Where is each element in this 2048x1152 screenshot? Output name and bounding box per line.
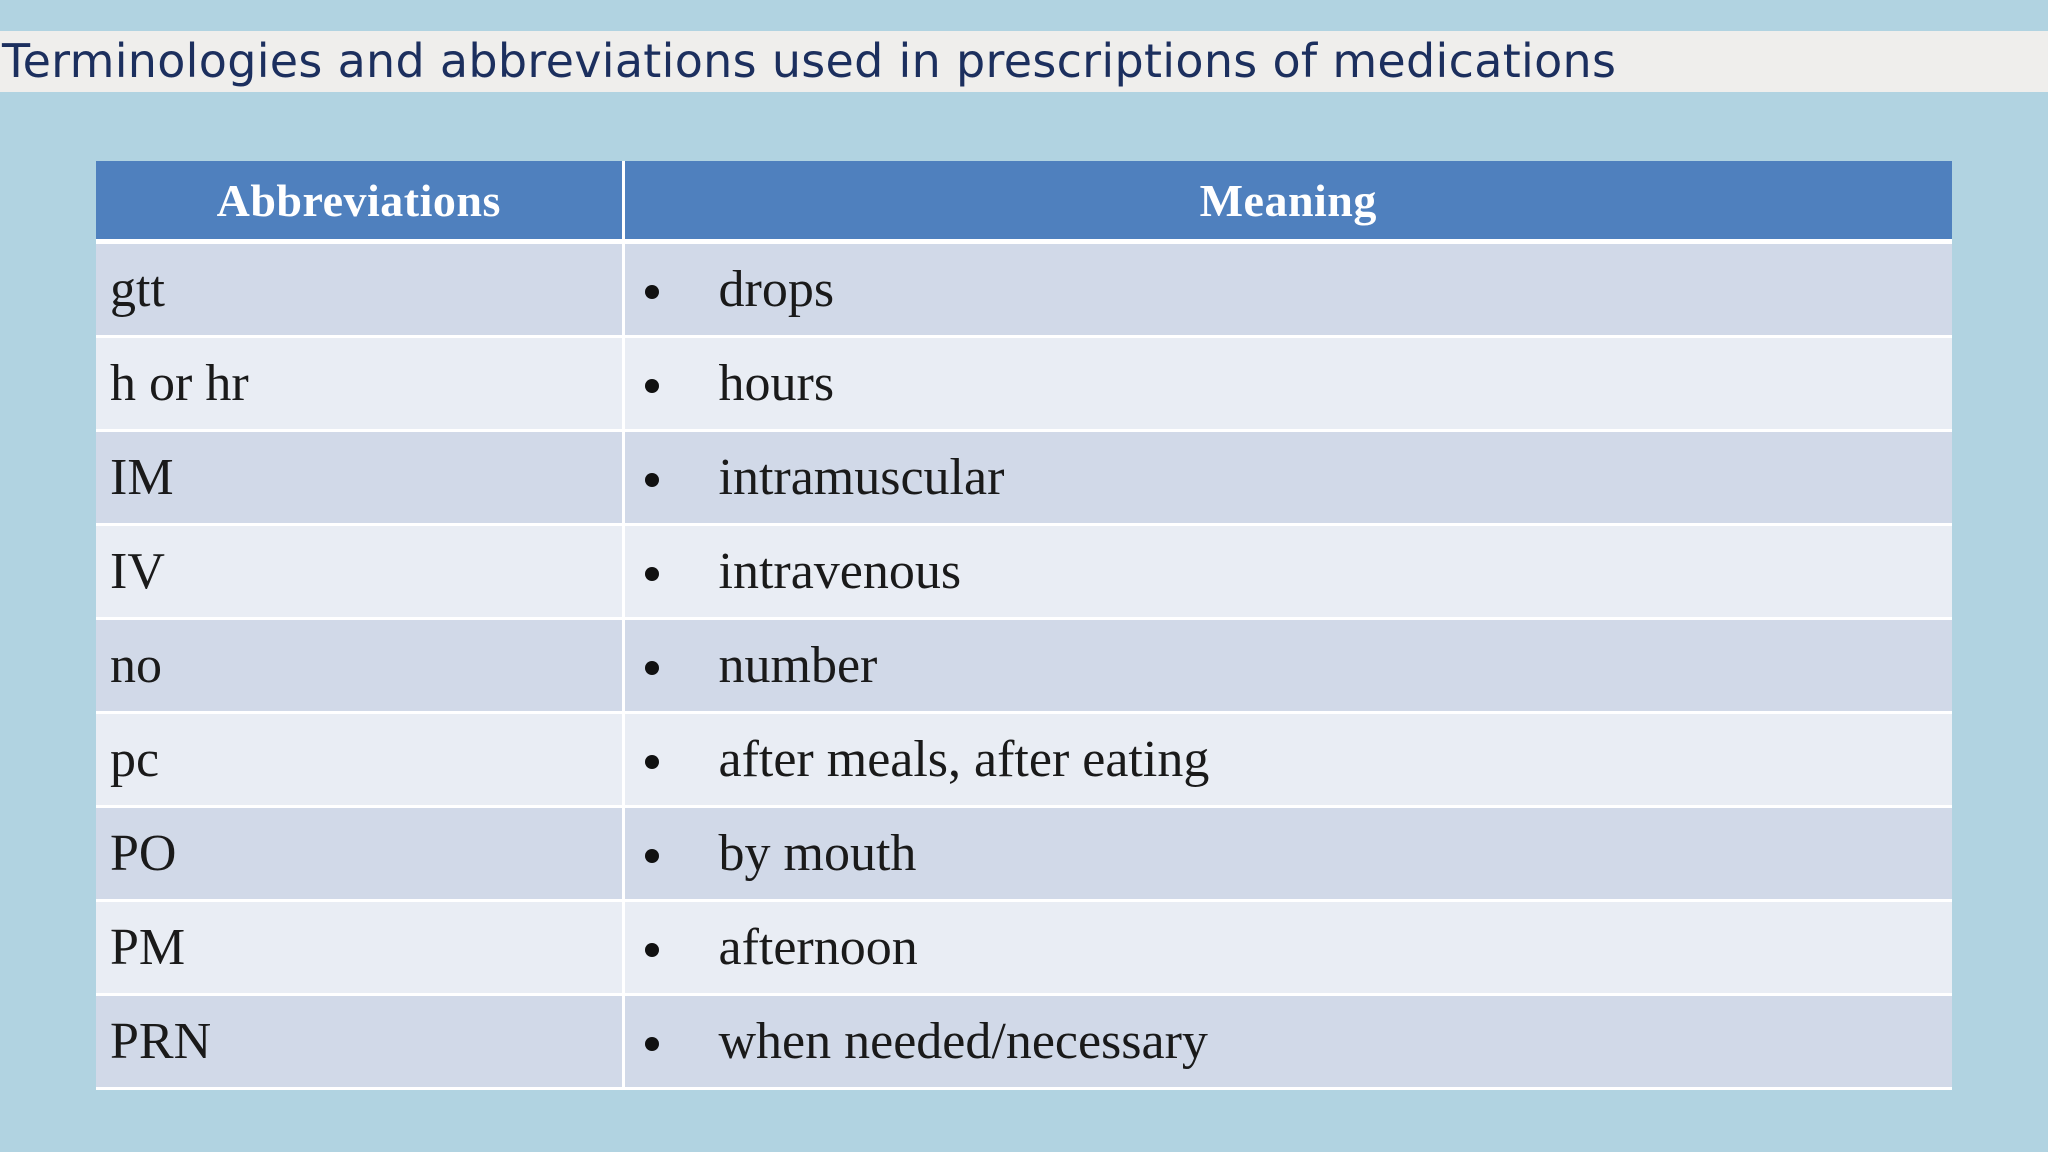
abbreviation-cell: h or hr	[96, 336, 625, 432]
title-bar: Terminologies and abbreviations used in …	[0, 31, 2048, 92]
table-row: PO by mouth	[96, 806, 1952, 902]
meaning-text: number	[718, 637, 878, 694]
table-row: gtt drops	[96, 241, 1952, 338]
meaning-cell: by mouth	[623, 806, 1952, 902]
meaning-text: drops	[718, 261, 835, 318]
abbreviation-cell: PRN	[96, 994, 625, 1090]
meaning-text: hours	[718, 355, 835, 412]
table-header-row: Abbreviations Meaning	[96, 161, 1952, 244]
table-body: gtt drops h or hr hours IM intramuscular…	[96, 241, 1952, 1090]
bullet-icon	[644, 754, 659, 769]
meaning-cell: intravenous	[623, 524, 1952, 620]
table-row: IM intramuscular	[96, 430, 1952, 526]
table-row: PRN when needed/necessary	[96, 994, 1952, 1090]
meaning-cell: after meals, after eating	[623, 712, 1952, 808]
bullet-icon	[644, 1036, 659, 1051]
header-meaning: Meaning	[623, 161, 1952, 244]
abbreviation-cell: gtt	[96, 241, 625, 338]
abbreviation-cell: PM	[96, 900, 625, 996]
meaning-text: intravenous	[718, 543, 962, 600]
bullet-icon	[644, 660, 659, 675]
meaning-cell: afternoon	[623, 900, 1952, 996]
meaning-text: when needed/necessary	[718, 1013, 1208, 1070]
table-row: no number	[96, 618, 1952, 714]
meaning-cell: when needed/necessary	[623, 994, 1952, 1090]
meaning-text: afternoon	[718, 919, 918, 976]
table-row: h or hr hours	[96, 336, 1952, 432]
bullet-icon	[644, 942, 659, 957]
meaning-text: after meals, after eating	[718, 731, 1210, 788]
abbreviation-cell: IV	[96, 524, 625, 620]
table-row: PM afternoon	[96, 900, 1952, 996]
abbreviation-cell: no	[96, 618, 625, 714]
bullet-icon	[644, 566, 659, 581]
abbreviation-cell: IM	[96, 430, 625, 526]
bullet-icon	[644, 848, 659, 863]
bullet-icon	[644, 378, 659, 393]
abbreviation-cell: PO	[96, 806, 625, 902]
abbreviation-cell: pc	[96, 712, 625, 808]
meaning-cell: number	[623, 618, 1952, 714]
abbreviations-table-container: Abbreviations Meaning gtt drops h or hr …	[96, 161, 1952, 1090]
meaning-text: intramuscular	[718, 449, 1005, 506]
meaning-cell: drops	[623, 241, 1952, 338]
meaning-text: by mouth	[718, 825, 917, 882]
meaning-cell: hours	[623, 336, 1952, 432]
bullet-icon	[644, 284, 659, 299]
header-abbreviations: Abbreviations	[96, 161, 625, 244]
abbreviations-table: Abbreviations Meaning gtt drops h or hr …	[96, 161, 1952, 1090]
bullet-icon	[644, 472, 659, 487]
table-row: pc after meals, after eating	[96, 712, 1952, 808]
table-row: IV intravenous	[96, 524, 1952, 620]
meaning-cell: intramuscular	[623, 430, 1952, 526]
slide-title: Terminologies and abbreviations used in …	[2, 34, 1617, 88]
